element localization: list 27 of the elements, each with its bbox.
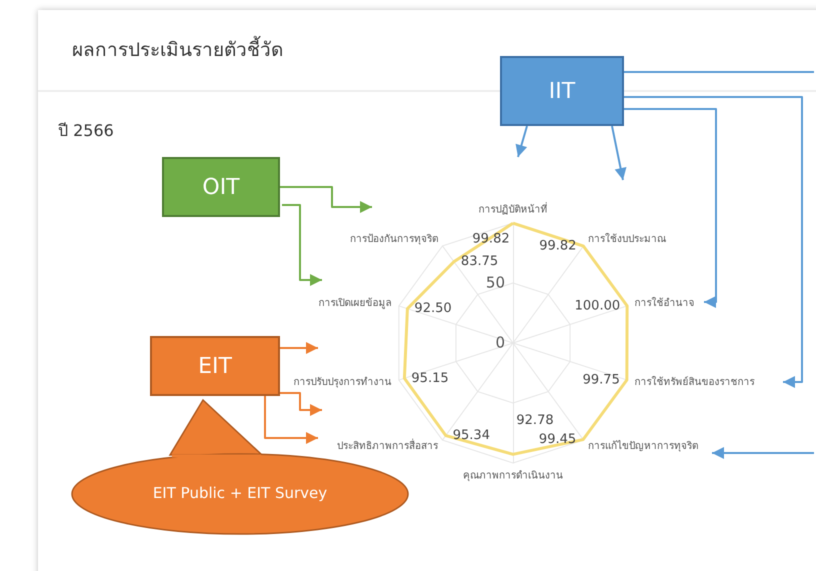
- data-label: 92.78: [516, 412, 554, 428]
- spoke-label: คุณภาพการดำเนินงาน: [463, 470, 563, 482]
- text: IIT: [500, 56, 624, 126]
- y-tick-label: 0: [495, 334, 505, 352]
- text: EIT: [150, 336, 280, 396]
- spoke-label: ประสิทธิภาพการสื่อสาร: [336, 438, 439, 452]
- y-tick-label: 50: [486, 274, 505, 292]
- data-label: 95.15: [411, 370, 449, 386]
- data-label: 83.75: [460, 254, 498, 270]
- spoke-label: การแก้ไขปัญหาการทุจริต: [588, 440, 698, 452]
- spoke-label: การใช้ทรัพย์สินของราชการ: [634, 376, 756, 388]
- text: EIT Public + EIT Survey: [152, 484, 328, 502]
- data-label: 99.82: [539, 238, 576, 254]
- spoke-label: การใช้อำนาจ: [634, 296, 695, 309]
- text: ปี 2566: [58, 120, 114, 142]
- data-label: 100.00: [574, 298, 620, 314]
- spoke-label: การปฏิบัติหน้าที่: [478, 202, 548, 216]
- spoke-label: การปรับปรุงการทำงาน: [293, 377, 392, 388]
- text: OIT: [162, 157, 280, 217]
- data-label: 99.75: [582, 372, 620, 388]
- chart-title: ผลการประเมินรายตัวชี้วัด: [72, 34, 283, 63]
- data-label: 95.34: [452, 428, 490, 444]
- spoke-label: การใช้งบประมาณ: [588, 232, 666, 245]
- spoke-label: การเปิดเผยข้อมูล: [318, 296, 392, 309]
- data-label: 99.45: [538, 432, 576, 448]
- data-label: 92.50: [414, 301, 452, 316]
- spoke-label: การป้องกันการทุจริต: [350, 232, 438, 245]
